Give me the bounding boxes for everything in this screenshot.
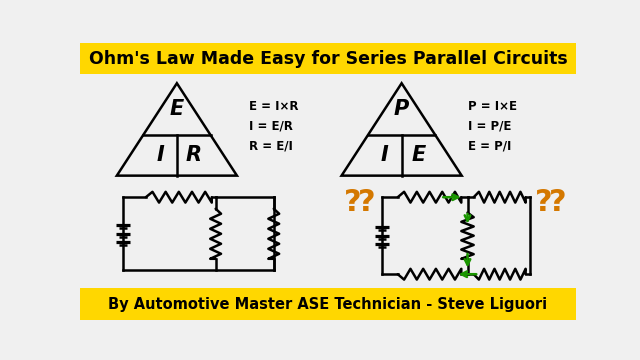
Text: E: E [412,145,426,165]
Text: Ohm's Law Made Easy for Series Parallel Circuits: Ohm's Law Made Easy for Series Parallel … [88,50,568,68]
Text: P: P [394,99,409,119]
Text: ?: ? [344,188,362,217]
Text: I: I [156,145,164,165]
Text: ?: ? [548,188,566,217]
Text: I: I [381,145,388,165]
Text: P = I×E: P = I×E [467,100,516,113]
Text: R = E/I: R = E/I [249,140,293,153]
Text: By Automotive Master ASE Technician - Steve Liguori: By Automotive Master ASE Technician - St… [108,297,548,312]
Text: E = I×R: E = I×R [249,100,298,113]
Text: R: R [186,145,202,165]
Bar [80,43,576,74]
Text: ?: ? [358,188,376,217]
Text: I = E/R: I = E/R [249,120,293,133]
Text: E: E [170,99,184,119]
Text: ?: ? [534,188,552,217]
Text: I = P/E: I = P/E [467,120,511,133]
Text: E = P/I: E = P/I [467,140,511,153]
Bar [80,288,576,320]
